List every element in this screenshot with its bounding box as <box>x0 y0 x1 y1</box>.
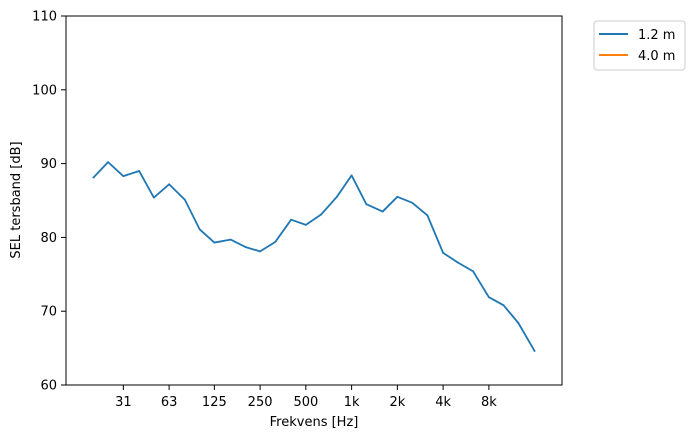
x-tick-label-5: 1k <box>344 395 360 410</box>
x-tick-label-3: 250 <box>248 395 273 410</box>
x-tick-label-4: 500 <box>293 395 318 410</box>
data-point-1-14 <box>304 223 307 226</box>
data-point-1-20 <box>396 195 399 198</box>
data-point-1-11 <box>259 250 261 253</box>
x-tick-label-7: 4k <box>435 395 451 410</box>
x-axis: 31 63 125 250 500 1k 2k 4k 8k <box>115 385 497 410</box>
data-point-1-12 <box>274 240 277 243</box>
data-point-1-9 <box>229 238 232 241</box>
axes-frame <box>65 15 563 386</box>
data-point-1-10 <box>244 246 247 248</box>
data-point-1-17 <box>350 174 353 177</box>
data-point-1-21 <box>411 201 413 204</box>
y-tick-label-60: 60 <box>40 379 57 394</box>
y-tick-label-70: 70 <box>40 305 57 320</box>
data-point-1-5 <box>168 183 171 186</box>
data-point-1-2 <box>122 175 125 178</box>
y-tick-label-90: 90 <box>40 157 57 172</box>
data-point-1-27 <box>502 304 505 307</box>
data-point-1-29 <box>533 350 536 352</box>
data-point-1-23 <box>442 251 445 254</box>
y-axis: 60 70 80 90 100 110 <box>32 10 66 394</box>
y-tick-label-80: 80 <box>40 231 57 246</box>
data-point-1-4 <box>152 196 155 199</box>
data-point-1-16 <box>335 195 338 198</box>
x-axis-title: Frekvens [Hz] <box>270 415 359 430</box>
data-point-1-3 <box>138 170 141 172</box>
data-point-1-28 <box>517 322 520 324</box>
x-tick-label-6: 2k <box>389 395 405 410</box>
legend: 1.2 m 4.0 m <box>593 20 686 71</box>
y-tick-label-110: 110 <box>32 10 57 25</box>
data-point-1-19 <box>381 210 384 213</box>
data-point-1-1 <box>107 161 109 164</box>
data-point-1-24 <box>456 261 459 264</box>
data-point-1-25 <box>472 270 475 273</box>
plot-area <box>92 161 536 352</box>
y-tick-label-100: 100 <box>32 83 57 98</box>
x-tick-label-0: 31 <box>115 395 132 410</box>
data-point-1-26 <box>487 296 490 299</box>
x-tick-label-1: 63 <box>161 395 178 410</box>
y-axis-title: SEL tersband [dB] <box>9 141 24 258</box>
x-tick-label-8: 8k <box>481 395 497 410</box>
legend-label-2: 4.0 m <box>638 49 675 64</box>
series-line-1 <box>92 161 536 352</box>
data-point-1-18 <box>365 203 368 206</box>
data-point-1-8 <box>213 241 216 244</box>
data-point-1-7 <box>198 228 201 231</box>
data-point-1-13 <box>290 218 293 221</box>
data-point-1-22 <box>426 214 429 217</box>
x-tick-label-2: 125 <box>202 395 227 410</box>
data-point-1-6 <box>183 198 186 201</box>
legend-label-1: 1.2 m <box>638 28 675 43</box>
data-point-1-15 <box>320 213 323 216</box>
data-point-1-0 <box>92 176 95 179</box>
